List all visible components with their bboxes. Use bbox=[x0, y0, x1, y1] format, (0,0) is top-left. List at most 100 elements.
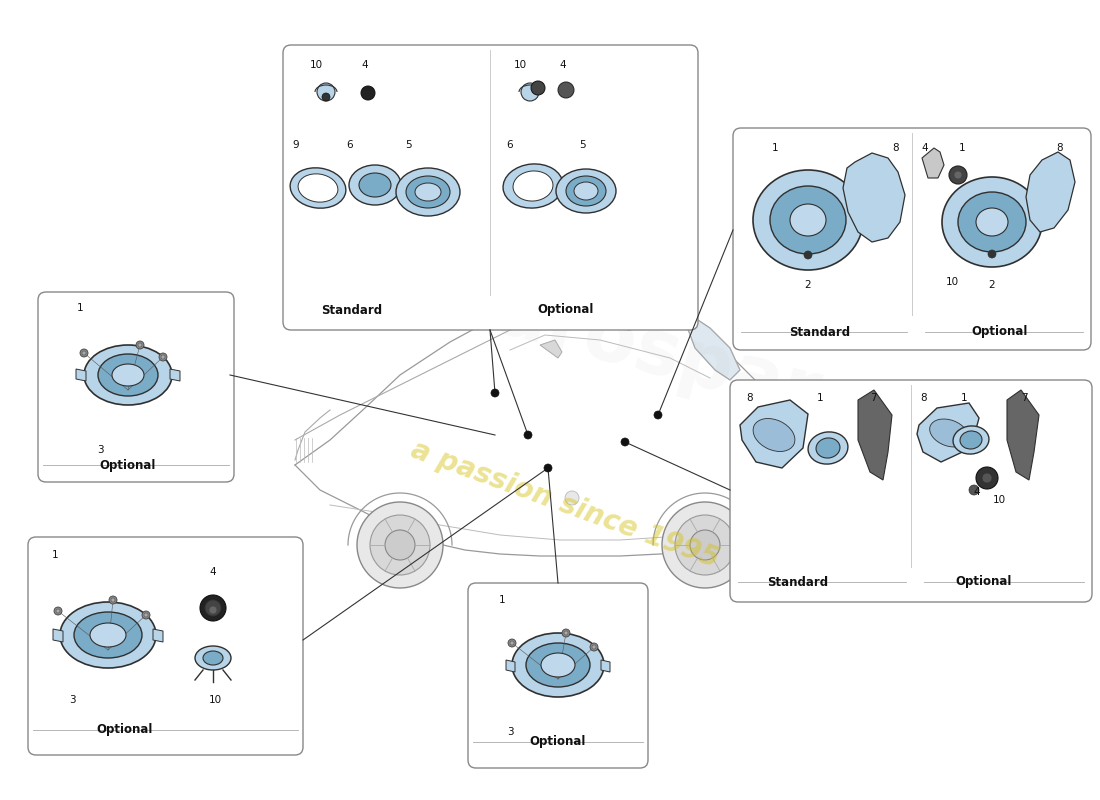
Ellipse shape bbox=[808, 432, 848, 464]
Polygon shape bbox=[510, 295, 660, 330]
Text: 3: 3 bbox=[97, 445, 103, 455]
Ellipse shape bbox=[74, 612, 142, 658]
FancyBboxPatch shape bbox=[39, 292, 234, 482]
Circle shape bbox=[317, 83, 336, 101]
Text: 2: 2 bbox=[805, 280, 812, 290]
Circle shape bbox=[592, 645, 596, 649]
Polygon shape bbox=[843, 153, 905, 242]
Text: 4: 4 bbox=[362, 60, 369, 70]
Circle shape bbox=[161, 355, 165, 359]
Circle shape bbox=[804, 251, 812, 259]
Circle shape bbox=[370, 515, 430, 575]
Text: 1: 1 bbox=[498, 595, 505, 605]
Circle shape bbox=[954, 171, 962, 179]
Text: 1: 1 bbox=[960, 393, 967, 403]
Polygon shape bbox=[590, 295, 720, 345]
Polygon shape bbox=[170, 369, 180, 381]
Ellipse shape bbox=[90, 623, 126, 647]
Circle shape bbox=[385, 530, 415, 560]
Text: 1: 1 bbox=[772, 143, 779, 153]
Text: 5: 5 bbox=[405, 140, 411, 150]
Circle shape bbox=[361, 86, 375, 100]
Ellipse shape bbox=[396, 168, 460, 216]
Ellipse shape bbox=[556, 169, 616, 213]
Circle shape bbox=[621, 438, 629, 446]
Circle shape bbox=[988, 250, 996, 258]
Text: Optional: Optional bbox=[530, 735, 586, 749]
Ellipse shape bbox=[60, 602, 156, 668]
Text: 10: 10 bbox=[945, 277, 958, 287]
Circle shape bbox=[358, 502, 443, 588]
Text: 7: 7 bbox=[1021, 393, 1027, 403]
Circle shape bbox=[56, 609, 60, 613]
Text: 8: 8 bbox=[921, 393, 927, 403]
Text: 4: 4 bbox=[560, 60, 566, 70]
Circle shape bbox=[969, 485, 979, 495]
Text: Optional: Optional bbox=[100, 458, 156, 471]
Ellipse shape bbox=[84, 345, 172, 405]
Circle shape bbox=[531, 81, 544, 95]
Polygon shape bbox=[601, 660, 610, 672]
Circle shape bbox=[562, 629, 570, 637]
Ellipse shape bbox=[415, 183, 441, 201]
Circle shape bbox=[109, 596, 117, 604]
Ellipse shape bbox=[112, 364, 144, 386]
Ellipse shape bbox=[790, 204, 826, 236]
Text: 1: 1 bbox=[52, 550, 58, 560]
Ellipse shape bbox=[960, 431, 982, 449]
Text: 10: 10 bbox=[992, 495, 1005, 505]
Circle shape bbox=[111, 598, 116, 602]
Circle shape bbox=[510, 641, 514, 645]
Circle shape bbox=[524, 431, 532, 439]
Text: 6: 6 bbox=[346, 140, 353, 150]
Ellipse shape bbox=[512, 633, 604, 697]
Circle shape bbox=[136, 341, 144, 349]
Ellipse shape bbox=[204, 651, 223, 665]
Text: Optional: Optional bbox=[97, 723, 153, 737]
Circle shape bbox=[160, 353, 167, 361]
Ellipse shape bbox=[513, 171, 553, 201]
Ellipse shape bbox=[976, 208, 1008, 236]
Text: 8: 8 bbox=[747, 393, 754, 403]
Polygon shape bbox=[76, 369, 86, 381]
Circle shape bbox=[200, 595, 225, 621]
Polygon shape bbox=[53, 629, 63, 642]
Ellipse shape bbox=[770, 186, 846, 254]
Circle shape bbox=[508, 639, 516, 647]
Polygon shape bbox=[153, 629, 163, 642]
Ellipse shape bbox=[574, 182, 598, 200]
Ellipse shape bbox=[298, 174, 338, 202]
Text: 8: 8 bbox=[893, 143, 900, 153]
Ellipse shape bbox=[290, 168, 345, 208]
Text: Optional: Optional bbox=[956, 575, 1012, 589]
Text: 1: 1 bbox=[77, 303, 84, 313]
Circle shape bbox=[209, 606, 217, 614]
Ellipse shape bbox=[541, 653, 575, 677]
Polygon shape bbox=[1026, 152, 1075, 232]
Text: 2: 2 bbox=[989, 280, 996, 290]
Text: Optional: Optional bbox=[971, 326, 1028, 338]
Ellipse shape bbox=[503, 164, 563, 208]
Circle shape bbox=[976, 467, 998, 489]
Ellipse shape bbox=[930, 419, 968, 447]
Circle shape bbox=[521, 83, 539, 101]
Ellipse shape bbox=[754, 170, 864, 270]
Circle shape bbox=[565, 491, 579, 505]
Polygon shape bbox=[917, 403, 979, 462]
Circle shape bbox=[558, 82, 574, 98]
Text: 10: 10 bbox=[208, 695, 221, 705]
Text: 7: 7 bbox=[870, 393, 877, 403]
Ellipse shape bbox=[526, 643, 590, 687]
Ellipse shape bbox=[98, 354, 158, 396]
FancyBboxPatch shape bbox=[28, 537, 302, 755]
Text: 3: 3 bbox=[68, 695, 75, 705]
Text: 3: 3 bbox=[507, 727, 514, 737]
Circle shape bbox=[54, 607, 62, 615]
Text: 4: 4 bbox=[974, 487, 980, 497]
Ellipse shape bbox=[816, 438, 840, 458]
Text: Standard: Standard bbox=[321, 303, 383, 317]
Circle shape bbox=[544, 464, 552, 472]
Polygon shape bbox=[858, 390, 892, 480]
Circle shape bbox=[491, 389, 499, 397]
FancyBboxPatch shape bbox=[468, 583, 648, 768]
